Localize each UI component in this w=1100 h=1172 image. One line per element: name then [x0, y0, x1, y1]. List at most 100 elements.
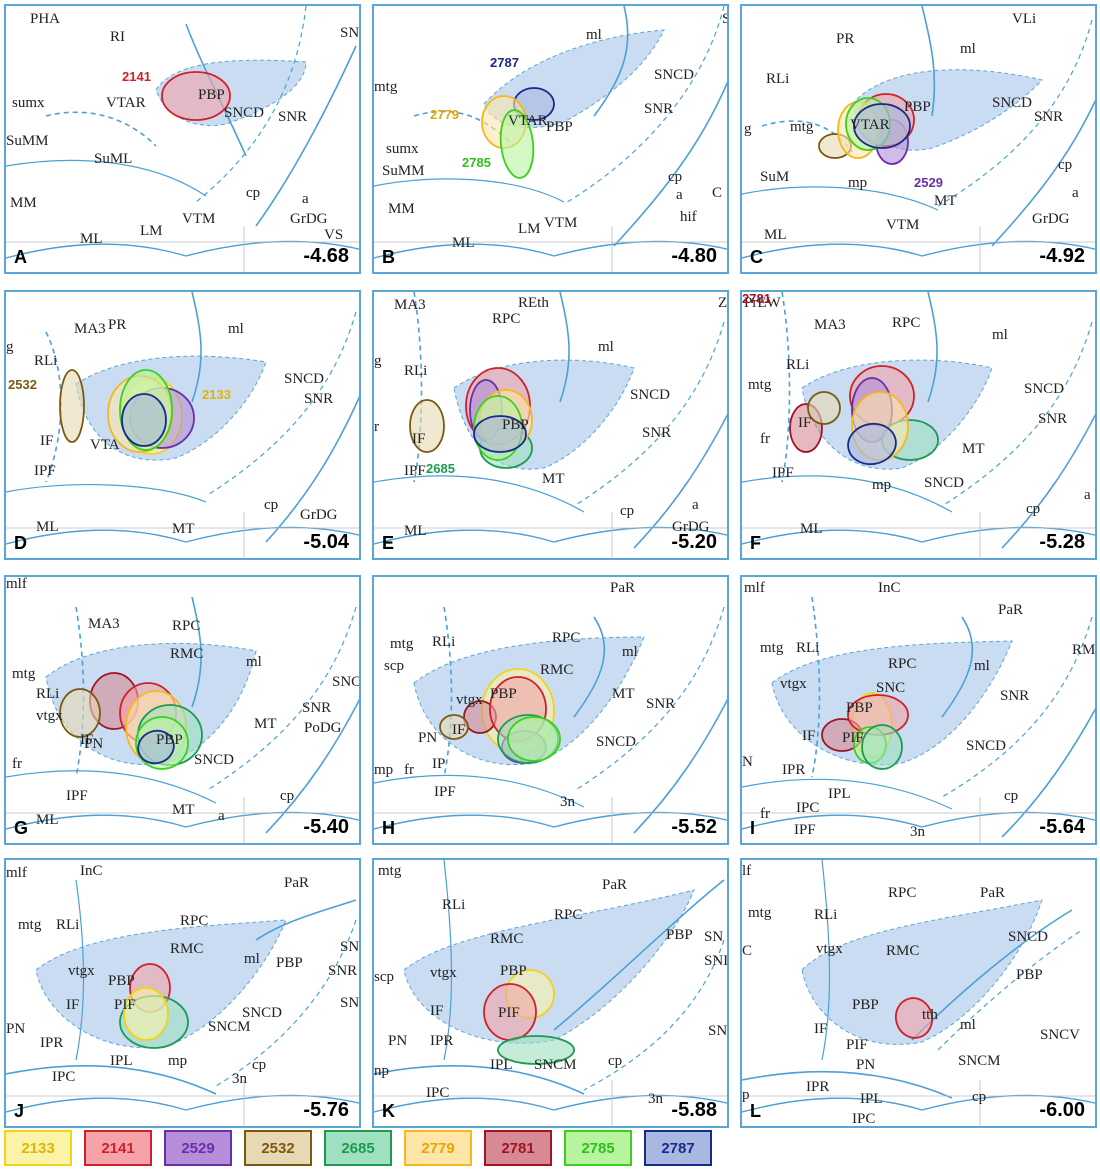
bregma-coordinate: -6.00 [1039, 1099, 1085, 1121]
atlas-section-drawing [6, 596, 359, 843]
region-label: SNCD [924, 475, 965, 491]
region-label: IF [66, 997, 80, 1013]
specimen-outline-2785 [499, 109, 535, 179]
region-label: cp [668, 169, 683, 185]
atlas-boundary [1001, 413, 1095, 549]
region-label: RLi [404, 363, 428, 379]
region-label: PaR [980, 885, 1006, 901]
region-label: IPF [404, 463, 426, 479]
specimen-id-label: 2787 [490, 55, 519, 70]
region-label: RLi [36, 686, 60, 702]
region-label: RMC [170, 646, 204, 662]
region-label: IPL [110, 1053, 133, 1069]
region-label: fr [760, 431, 770, 447]
region-label: a [218, 808, 225, 824]
region-label: mtg [12, 666, 36, 682]
region-label: SNR [302, 700, 332, 716]
region-label: PR [108, 317, 127, 333]
region-label: IF [80, 732, 94, 748]
region-label: SNCD [992, 95, 1033, 111]
atlas-boundary [191, 292, 202, 403]
panel-letter: L [750, 1101, 761, 1121]
region-label: hif [680, 209, 697, 225]
region-label: GrDG [290, 211, 328, 227]
atlas-boundary [921, 6, 936, 117]
region-label: SNC [340, 995, 360, 1011]
region-label: mlf [6, 576, 27, 592]
specimen-id-label: 2141 [122, 69, 151, 84]
region-label: sumx [12, 95, 45, 111]
atlas-boundary [573, 606, 725, 792]
atlas-boundary [742, 186, 939, 211]
atlas-boundary [991, 99, 1095, 247]
atlas-boundary [563, 6, 725, 205]
panel-letter: B [382, 247, 395, 267]
region-label: MT [542, 471, 565, 487]
region-label: MT [962, 441, 985, 457]
region-label: RPC [552, 630, 581, 646]
atlas-boundary [255, 45, 357, 227]
atlas-section-drawing [374, 860, 727, 1126]
region-label: IPL [490, 1057, 513, 1073]
region-label: SNCD [630, 387, 671, 403]
region-label: IPF [34, 463, 56, 479]
region-label: PrEW [744, 295, 781, 311]
region-label: RLi [34, 353, 58, 369]
region-label: MT [172, 802, 195, 818]
atlas-boundary [553, 879, 725, 1031]
region-label: mtg [748, 905, 772, 921]
region-label: IPR [782, 762, 806, 778]
bregma-coordinate: -4.92 [1039, 245, 1085, 267]
region-label: ml [622, 644, 638, 660]
region-label: vtgx [430, 965, 457, 981]
region-label: PN [6, 1021, 26, 1037]
specimen-outline-2532 [439, 714, 469, 740]
atlas-panel-j: mlf InC PaR mtg RLi RPC SN RMC ml PBP SNR PBP vtgx SN… [4, 858, 361, 1128]
region-label: MA3 [88, 616, 120, 632]
atlas-boundary [45, 111, 157, 147]
region-label: VTM [182, 211, 216, 227]
atlas-boundary [1001, 708, 1095, 838]
region-label: ML [36, 519, 59, 535]
region-label: PaR [998, 602, 1024, 618]
panel-letter: H [382, 818, 395, 838]
atlas-boundary [941, 321, 1093, 507]
atlas-section-drawing [374, 606, 727, 843]
atlas-boundary [937, 19, 1093, 207]
region-label: vtgx [816, 941, 843, 957]
region-label: SN [340, 939, 360, 955]
specimen-outline-2141 [894, 997, 934, 1039]
region-label: MA3 [814, 317, 846, 333]
atlas-boundary [265, 698, 359, 834]
region-label: cp [1004, 788, 1019, 804]
atlas-boundary [573, 321, 725, 507]
region-label: IPL [828, 786, 851, 802]
region-label: cp [280, 788, 295, 804]
atlas-section-drawing [742, 6, 1095, 272]
region-label: RPC [888, 656, 917, 672]
region-label: VTAR [850, 117, 890, 133]
region-label: SNCM [534, 1057, 577, 1073]
panel-letter: A [14, 247, 27, 267]
legend-item-2141: 2141 [84, 1130, 152, 1166]
atlas-boundary [6, 483, 207, 503]
region-label: IPR [430, 1033, 454, 1049]
region-label: SuML [94, 151, 133, 167]
region-label: SuMM [6, 133, 49, 149]
region-label: VTM [544, 215, 578, 231]
region-label: ml [246, 654, 262, 670]
region-label: mp [374, 762, 394, 778]
region-label: mtg [378, 863, 402, 879]
atlas-section-drawing [6, 6, 359, 272]
atlas-boundary [443, 606, 453, 778]
atlas-boundary [255, 899, 357, 941]
region-label: RPC [180, 913, 209, 929]
region-label: RMC [490, 931, 524, 947]
atlas-boundary [205, 606, 357, 792]
atlas-boundary [6, 159, 207, 197]
panel-letter: D [14, 533, 27, 553]
region-label: cp [972, 1089, 987, 1105]
specimen-outline-2141 [161, 71, 231, 121]
specimen-outline-2787 [847, 422, 897, 466]
